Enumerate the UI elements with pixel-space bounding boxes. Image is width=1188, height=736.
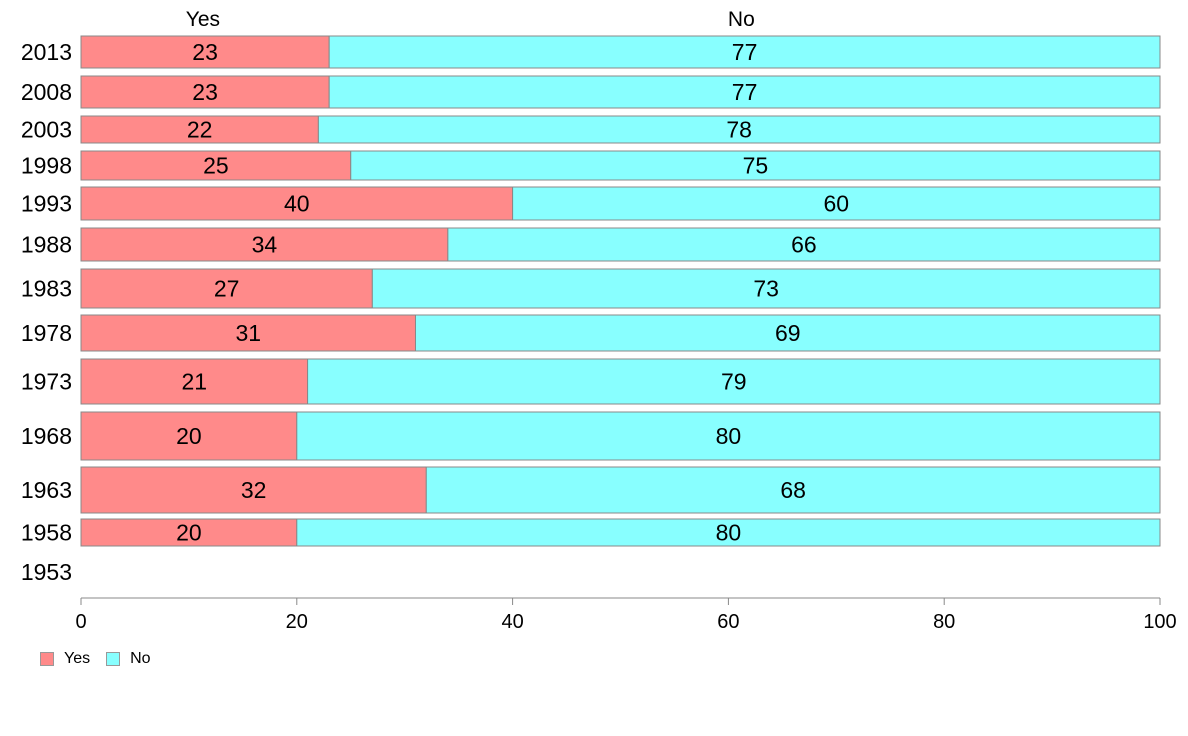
bar-yes-2003 xyxy=(80,115,319,144)
legend: Yes No xyxy=(40,650,167,668)
bar-yes-1993 xyxy=(80,186,514,221)
data-label-no-2008: 77 xyxy=(732,79,758,105)
y-tick-label-1958: 1958 xyxy=(21,520,72,546)
bar-no-1993 xyxy=(512,186,1161,221)
legend-item-yes: Yes xyxy=(40,650,90,668)
bar-yes-1958 xyxy=(80,518,298,547)
data-label-no-2013: 77 xyxy=(732,39,758,65)
y-tick-label-2008: 2008 xyxy=(21,79,72,105)
column-header-no: No xyxy=(728,8,755,31)
data-label-no-1958: 80 xyxy=(716,520,742,546)
bar-no-2008 xyxy=(328,75,1161,109)
x-tick-label-100: 100 xyxy=(1143,611,1176,633)
legend-swatch-no xyxy=(106,652,121,666)
legend-item-no: No xyxy=(106,650,151,668)
bar-yes-1998 xyxy=(80,150,352,181)
data-label-yes-1973: 21 xyxy=(181,369,207,395)
data-label-yes-2003: 22 xyxy=(187,117,213,143)
data-label-no-1998: 75 xyxy=(743,153,769,179)
x-tick-label-80: 80 xyxy=(933,611,955,633)
legend-label-yes: Yes xyxy=(64,650,91,667)
data-label-yes-2013: 23 xyxy=(192,39,218,65)
y-tick-label-1963: 1963 xyxy=(21,477,72,503)
data-label-no-1988: 66 xyxy=(791,232,817,258)
data-label-yes-1993: 40 xyxy=(284,191,310,217)
y-tick-label-1998: 1998 xyxy=(21,153,72,179)
bar-yes-1963 xyxy=(80,466,427,514)
bar-series: 23 77 23 77 22 78 25 75 40 60 34 66 27 73 31 69 21 79 20 80… xyxy=(80,35,1161,547)
data-label-yes-1983: 27 xyxy=(214,276,240,302)
data-label-yes-1988: 34 xyxy=(252,232,278,258)
legend-swatch-yes xyxy=(40,652,54,666)
bar-no-1963 xyxy=(425,466,1161,514)
data-label-yes-1968: 20 xyxy=(176,423,202,449)
bar-no-1958 xyxy=(296,518,1161,547)
bar-no-1973 xyxy=(307,358,1161,405)
y-tick-label-1993: 1993 xyxy=(21,191,72,217)
column-header-labels: Yes No xyxy=(186,8,755,31)
bar-yes-1973 xyxy=(80,358,309,405)
data-label-yes-1978: 31 xyxy=(235,320,261,346)
x-axis: 0 20 40 60 80 100 xyxy=(75,597,1177,633)
x-tick-label-40: 40 xyxy=(501,611,523,633)
bar-no-1988 xyxy=(447,227,1161,262)
data-label-yes-1963: 32 xyxy=(241,477,267,503)
y-tick-label-1988: 1988 xyxy=(21,232,72,258)
y-tick-label-1973: 1973 xyxy=(21,369,72,395)
bar-no-2013 xyxy=(328,35,1161,69)
bar-no-1983 xyxy=(371,268,1161,309)
y-tick-label-1978: 1978 xyxy=(21,320,72,346)
y-tick-label-2003: 2003 xyxy=(21,117,72,143)
y-axis-tick-labels: 2013 2008 2003 1998 1993 1988 1983 1978 1973 1968… xyxy=(21,39,72,585)
bar-no-1978 xyxy=(414,314,1161,352)
data-label-no-1993: 60 xyxy=(824,191,850,217)
data-label-yes-2008: 23 xyxy=(192,79,218,105)
legend-label-no: No xyxy=(130,650,151,667)
x-tick-label-60: 60 xyxy=(717,611,739,633)
data-label-no-1973: 79 xyxy=(721,369,747,395)
data-label-yes-1958: 20 xyxy=(176,520,202,546)
bar-no-1998 xyxy=(350,150,1161,181)
column-header-yes: Yes xyxy=(186,8,220,31)
y-tick-label-1983: 1983 xyxy=(21,276,72,302)
data-label-no-1963: 68 xyxy=(780,477,806,503)
bar-yes-1968 xyxy=(80,411,298,461)
bar-yes-1983 xyxy=(80,268,373,309)
y-tick-label-1953: 1953 xyxy=(21,559,72,585)
data-label-no-1983: 73 xyxy=(753,276,779,302)
x-tick-label-20: 20 xyxy=(286,611,308,633)
bar-no-2003 xyxy=(317,115,1161,144)
y-tick-label-2013: 2013 xyxy=(21,39,72,65)
data-label-no-1978: 69 xyxy=(775,320,801,346)
y-tick-label-1968: 1968 xyxy=(21,423,72,449)
bar-no-1968 xyxy=(296,411,1161,461)
bar-yes-2013 xyxy=(80,35,330,69)
data-label-no-1968: 80 xyxy=(716,423,742,449)
data-label-yes-1998: 25 xyxy=(203,153,229,179)
x-tick-label-0: 0 xyxy=(75,611,86,633)
data-label-no-2003: 78 xyxy=(726,117,752,143)
bar-yes-2008 xyxy=(80,75,330,109)
